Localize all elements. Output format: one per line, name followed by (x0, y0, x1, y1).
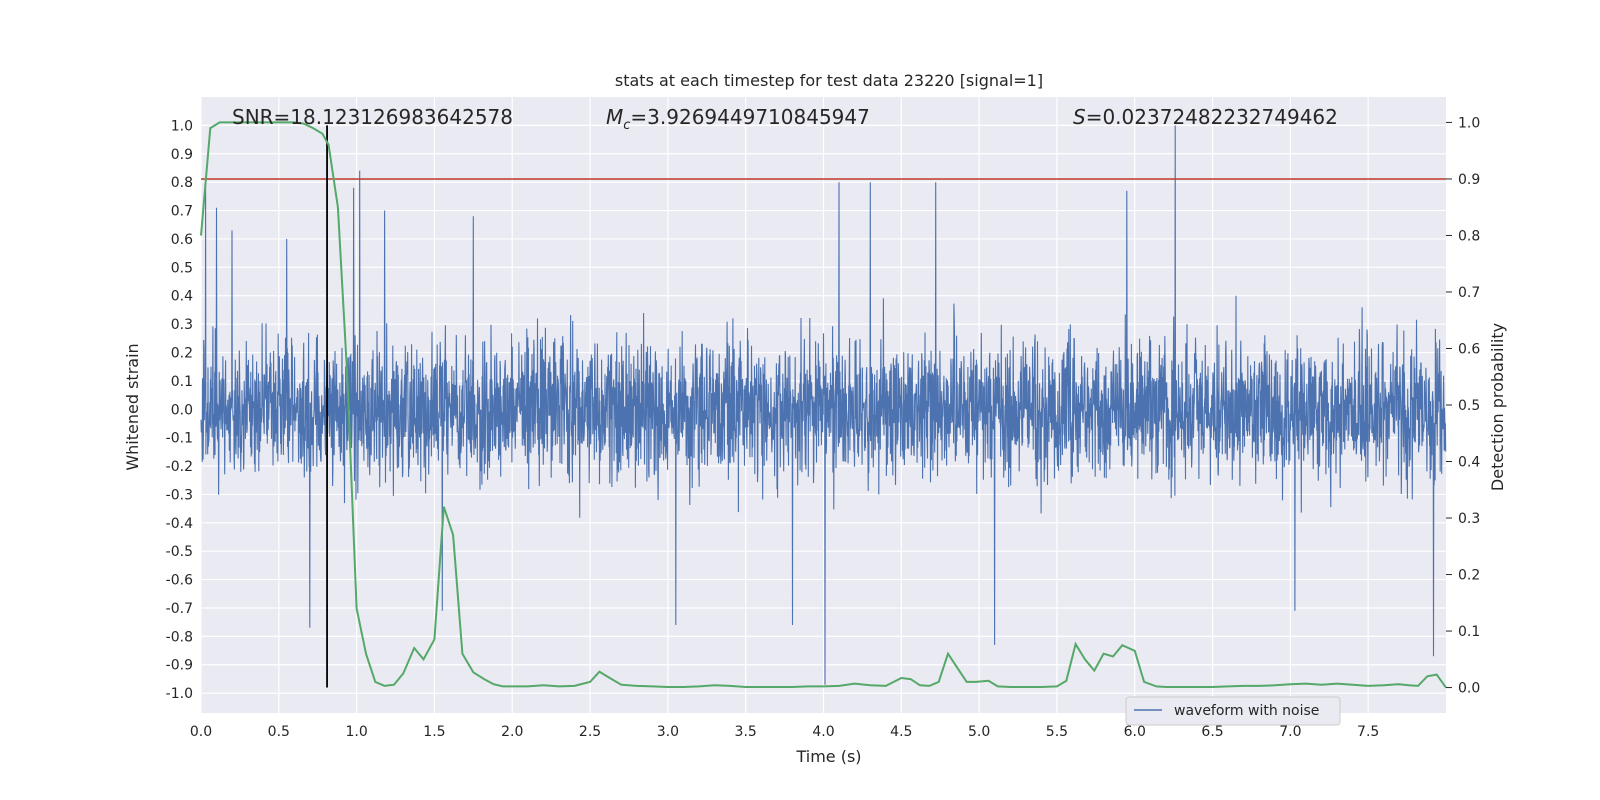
left-y-tick-label: 0.8 (171, 175, 193, 191)
x-tick-label: 7.0 (1279, 724, 1301, 740)
right-y-tick-label: 0.0 (1458, 681, 1480, 697)
x-tick-label: 7.5 (1357, 724, 1379, 740)
right-y-tick-label: 0.9 (1458, 172, 1480, 188)
left-y-tick-label: -0.5 (166, 544, 193, 560)
chirp-mass-value: =3.9269449710845947 (630, 105, 869, 129)
detection-probability-line (200, 121, 1447, 689)
right-y-tick-label: 0.2 (1458, 568, 1480, 584)
left-y-tick-label: -0.1 (166, 431, 193, 447)
left-y-tick-label: -0.3 (166, 487, 193, 503)
chirp-mass-annotation: Mc=3.9269449710845947 (606, 105, 870, 133)
right-y-tick-label: 0.7 (1458, 285, 1480, 301)
left-y-tick-label: -0.9 (166, 658, 193, 674)
chirp-mass-subscript: c (623, 118, 630, 133)
left-y-tick-label: 0.6 (171, 232, 193, 248)
right-y-axis-label: Detection probability (1488, 323, 1507, 491)
left-y-tick-label: -0.2 (166, 459, 193, 475)
right-y-tick-label: 1.0 (1458, 115, 1480, 131)
overlay (200, 121, 1447, 689)
left-y-tick-label: 0.9 (171, 147, 193, 163)
x-tick-label: 3.0 (657, 724, 679, 740)
legend-label: waveform with noise (1174, 703, 1319, 719)
s-annotation: S=0.02372482232749462 (1073, 105, 1338, 129)
left-y-tick-label: -0.7 (166, 601, 193, 617)
legend: waveform with noise (1125, 696, 1341, 726)
left-y-tick-label: -0.8 (166, 629, 193, 645)
x-tick-label: 5.0 (968, 724, 990, 740)
left-y-axis-label: Whitened strain (123, 343, 142, 470)
x-tick-label: 2.0 (501, 724, 523, 740)
s-value: =0.02372482232749462 (1086, 105, 1338, 129)
left-y-axis-ticks: -1.0 -0.9 -0.8 -0.7 -0.6 -0.5 -0.4 -0.3 -0.2 -0.1… (166, 118, 193, 702)
chirp-mass-symbol: M (606, 105, 623, 129)
right-y-tick-label: 0.1 (1458, 624, 1480, 640)
left-y-tick-label: -1.0 (166, 686, 193, 702)
x-tick-label: 5.5 (1046, 724, 1068, 740)
right-y-axis-ticks: 0.0 0.1 0.2 0.3 0.4 0.5 0.6 0.7 0.8 0.9 1.0 (1446, 115, 1480, 697)
x-tick-label: 1.5 (423, 724, 445, 740)
legend-box (1125, 696, 1341, 726)
x-axis-label: Time (s) (795, 747, 861, 766)
s-symbol: S (1073, 105, 1086, 129)
left-y-tick-label: 0.4 (171, 289, 193, 305)
right-y-tick-label: 0.6 (1458, 341, 1480, 357)
left-y-tick-label: -0.6 (166, 573, 193, 589)
x-tick-label: 3.5 (735, 724, 757, 740)
left-y-tick-label: -0.4 (166, 516, 193, 532)
left-y-tick-label: 0.2 (171, 345, 193, 361)
waveform-series (200, 125, 1447, 685)
chart-title: stats at each timestep for test data 232… (615, 71, 1043, 90)
x-tick-label: 1.0 (345, 724, 367, 740)
left-y-tick-label: 0.7 (171, 204, 193, 220)
left-y-tick-label: 0.0 (171, 402, 193, 418)
x-axis-ticks: 0.0 0.5 1.0 1.5 2.0 2.5 3.0 3.5 4.0 4.5 5.0 5.5 6.0 6… (190, 724, 1379, 740)
left-y-tick-label: 0.5 (171, 260, 193, 276)
left-y-tick-label: 1.0 (171, 118, 193, 134)
x-tick-label: 0.5 (268, 724, 290, 740)
left-y-tick-label: 0.3 (171, 317, 193, 333)
x-tick-label: 0.0 (190, 724, 212, 740)
right-y-tick-label: 0.3 (1458, 511, 1480, 527)
right-y-tick-label: 0.8 (1458, 228, 1480, 244)
x-tick-label: 2.5 (579, 724, 601, 740)
x-tick-label: 4.5 (890, 724, 912, 740)
x-tick-label: 6.0 (1124, 724, 1146, 740)
x-tick-label: 4.0 (812, 724, 834, 740)
left-y-tick-label: 0.1 (171, 374, 193, 390)
right-y-tick-label: 0.5 (1458, 398, 1480, 414)
x-tick-label: 6.5 (1201, 724, 1223, 740)
right-y-tick-label: 0.4 (1458, 455, 1480, 471)
snr-annotation: SNR=18.123126983642578 (232, 105, 513, 129)
waveform-line (200, 125, 1447, 685)
